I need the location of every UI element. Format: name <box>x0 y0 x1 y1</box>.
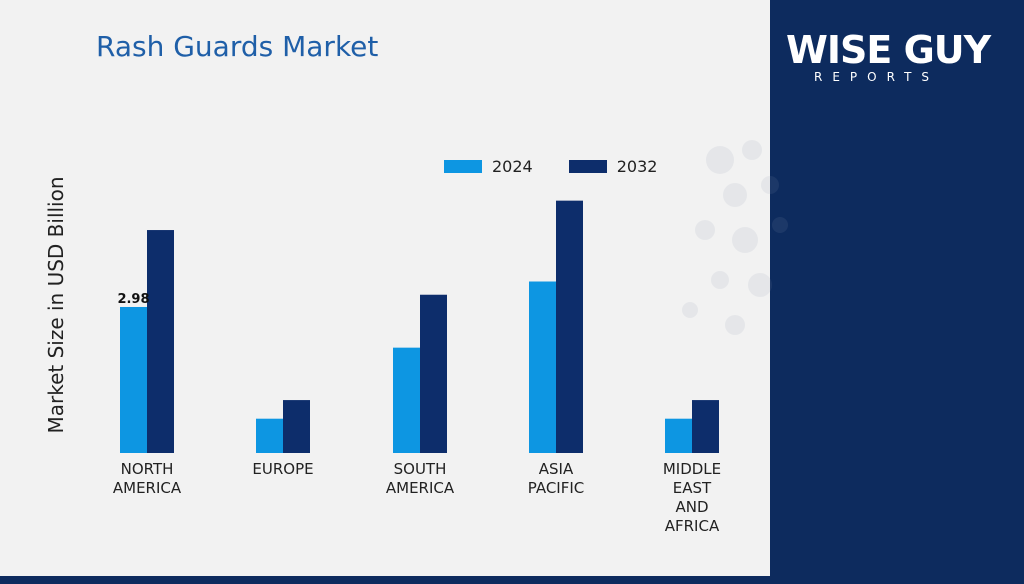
logo-sub-text: REPORTS <box>814 70 940 84</box>
category-label-4: MIDDLE EAST AND AFRICA <box>663 460 721 535</box>
category-label-3: ASIA PACIFIC <box>528 460 585 497</box>
bar-2032-4 <box>692 400 719 453</box>
brand-logo: WISE GUY REPORTS <box>786 28 991 84</box>
bar-2024-3 <box>529 281 556 453</box>
legend-label-2032: 2032 <box>616 157 658 176</box>
right-brand-panel <box>770 0 1024 584</box>
legend-swatch-2032 <box>568 160 607 173</box>
chart-title: Rash Guards Market <box>96 30 379 63</box>
category-label-0: NORTH AMERICA <box>113 460 182 497</box>
legend-item-2024: 2024 <box>444 157 533 176</box>
bar-2024-0 <box>120 306 147 453</box>
chart-legend: 2024 2032 <box>444 157 683 176</box>
category-label-2: SOUTH AMERICA <box>386 460 455 497</box>
bottom-strip <box>0 576 1024 584</box>
category-label-1: EUROPE <box>252 460 313 478</box>
data-label-0: 2.98 <box>117 292 149 307</box>
bar-2032-1 <box>283 400 310 453</box>
bar-2032-0 <box>147 230 174 453</box>
bar-2032-2 <box>420 294 447 453</box>
legend-swatch-2024 <box>444 160 482 173</box>
bar-2024-2 <box>393 347 420 453</box>
logo-main-text: WISE GUY <box>786 28 991 72</box>
bar-2024-1 <box>256 418 283 453</box>
legend-item-2032: 2032 <box>568 157 658 176</box>
bar-2024-4 <box>665 418 692 453</box>
watermark-dots <box>682 140 788 335</box>
bar-2032-3 <box>556 200 583 453</box>
legend-label-2024: 2024 <box>492 157 533 176</box>
